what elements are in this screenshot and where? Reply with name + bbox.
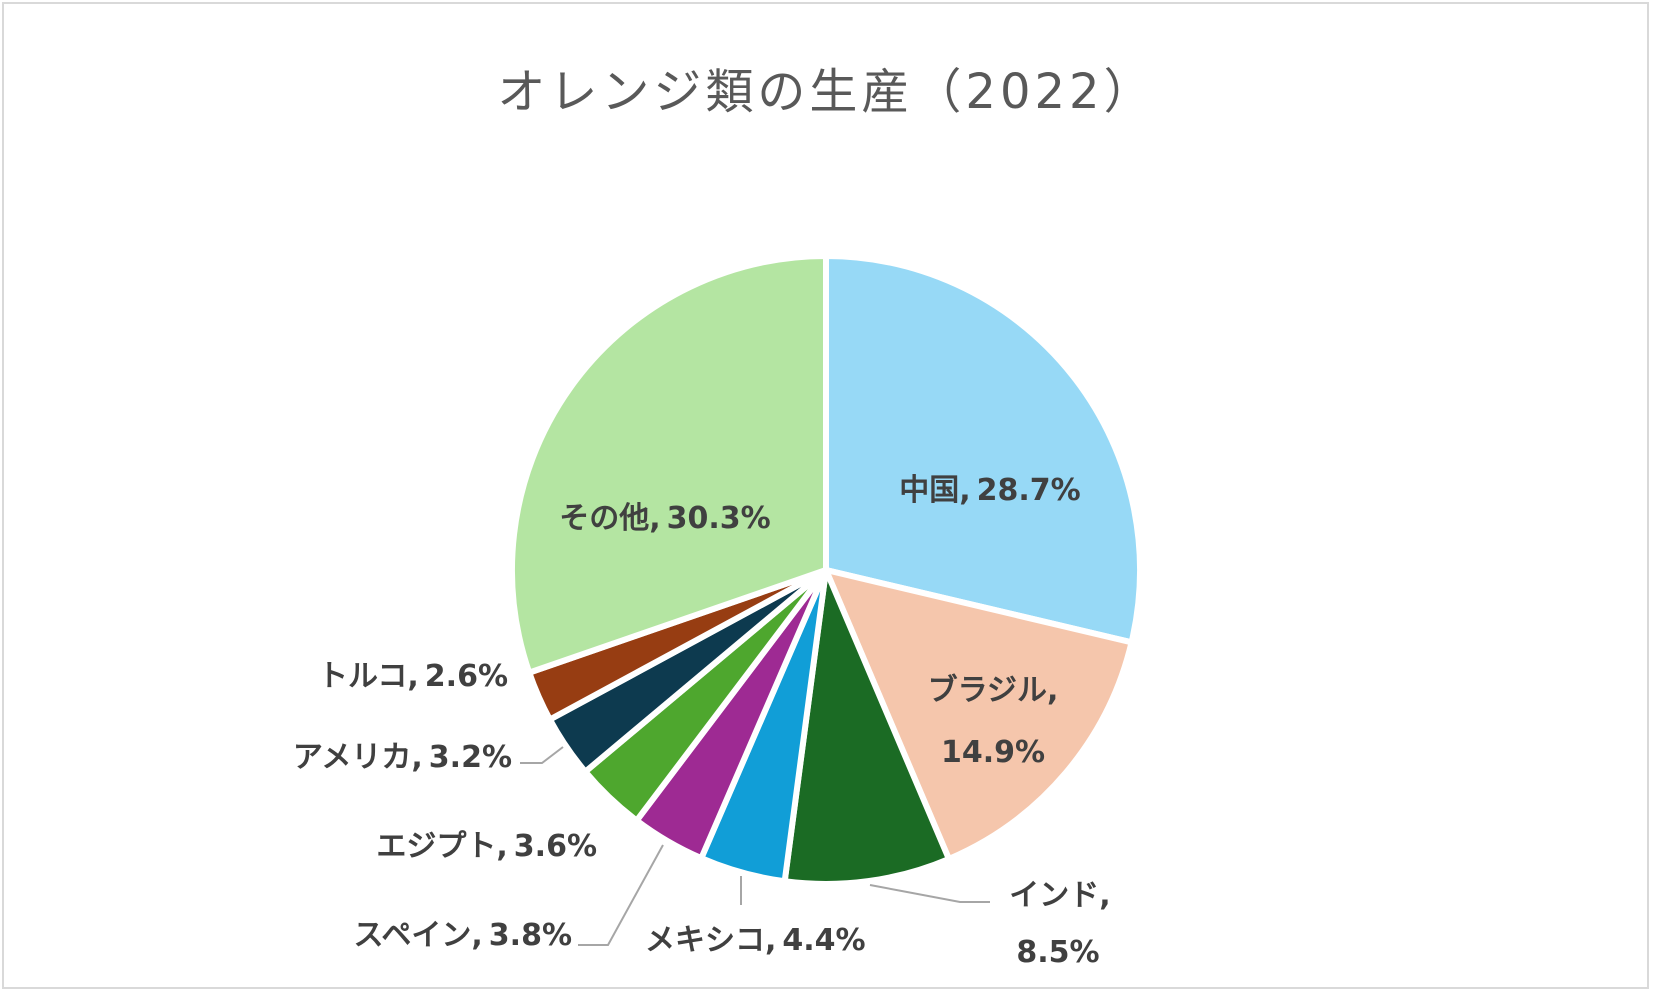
label-other: その他, 30.3%: [559, 501, 770, 536]
label-egypt: エジプト, 3.6%: [376, 829, 597, 864]
leader-line-spain: [578, 844, 664, 946]
label-china: 中国, 28.7%: [899, 473, 1080, 508]
leader-lines: [520, 746, 990, 946]
leader-line-india: [869, 884, 990, 903]
chart-title: オレンジ類の生産（2022）: [497, 64, 1156, 120]
pie-slice-3: [781, 567, 952, 887]
pie-slices: [509, 253, 1143, 887]
pie-slice-1: [823, 253, 1143, 646]
label-brazil-name: ブラジル,: [928, 673, 1059, 708]
label-spain: スペイン, 3.8%: [354, 918, 573, 953]
label-india-name: インド,: [1009, 878, 1110, 913]
pie-slice-9: [509, 253, 829, 676]
label-brazil-value: 14.9%: [941, 735, 1045, 770]
leader-line-usa: [520, 746, 564, 764]
label-india-value: 8.5%: [1016, 935, 1099, 970]
label-turkey: トルコ, 2.6%: [318, 659, 508, 694]
pie-slice-2: [823, 567, 1135, 862]
label-mexico: メキシコ, 4.4%: [645, 923, 866, 958]
label-usa: アメリカ, 3.2%: [293, 740, 512, 775]
